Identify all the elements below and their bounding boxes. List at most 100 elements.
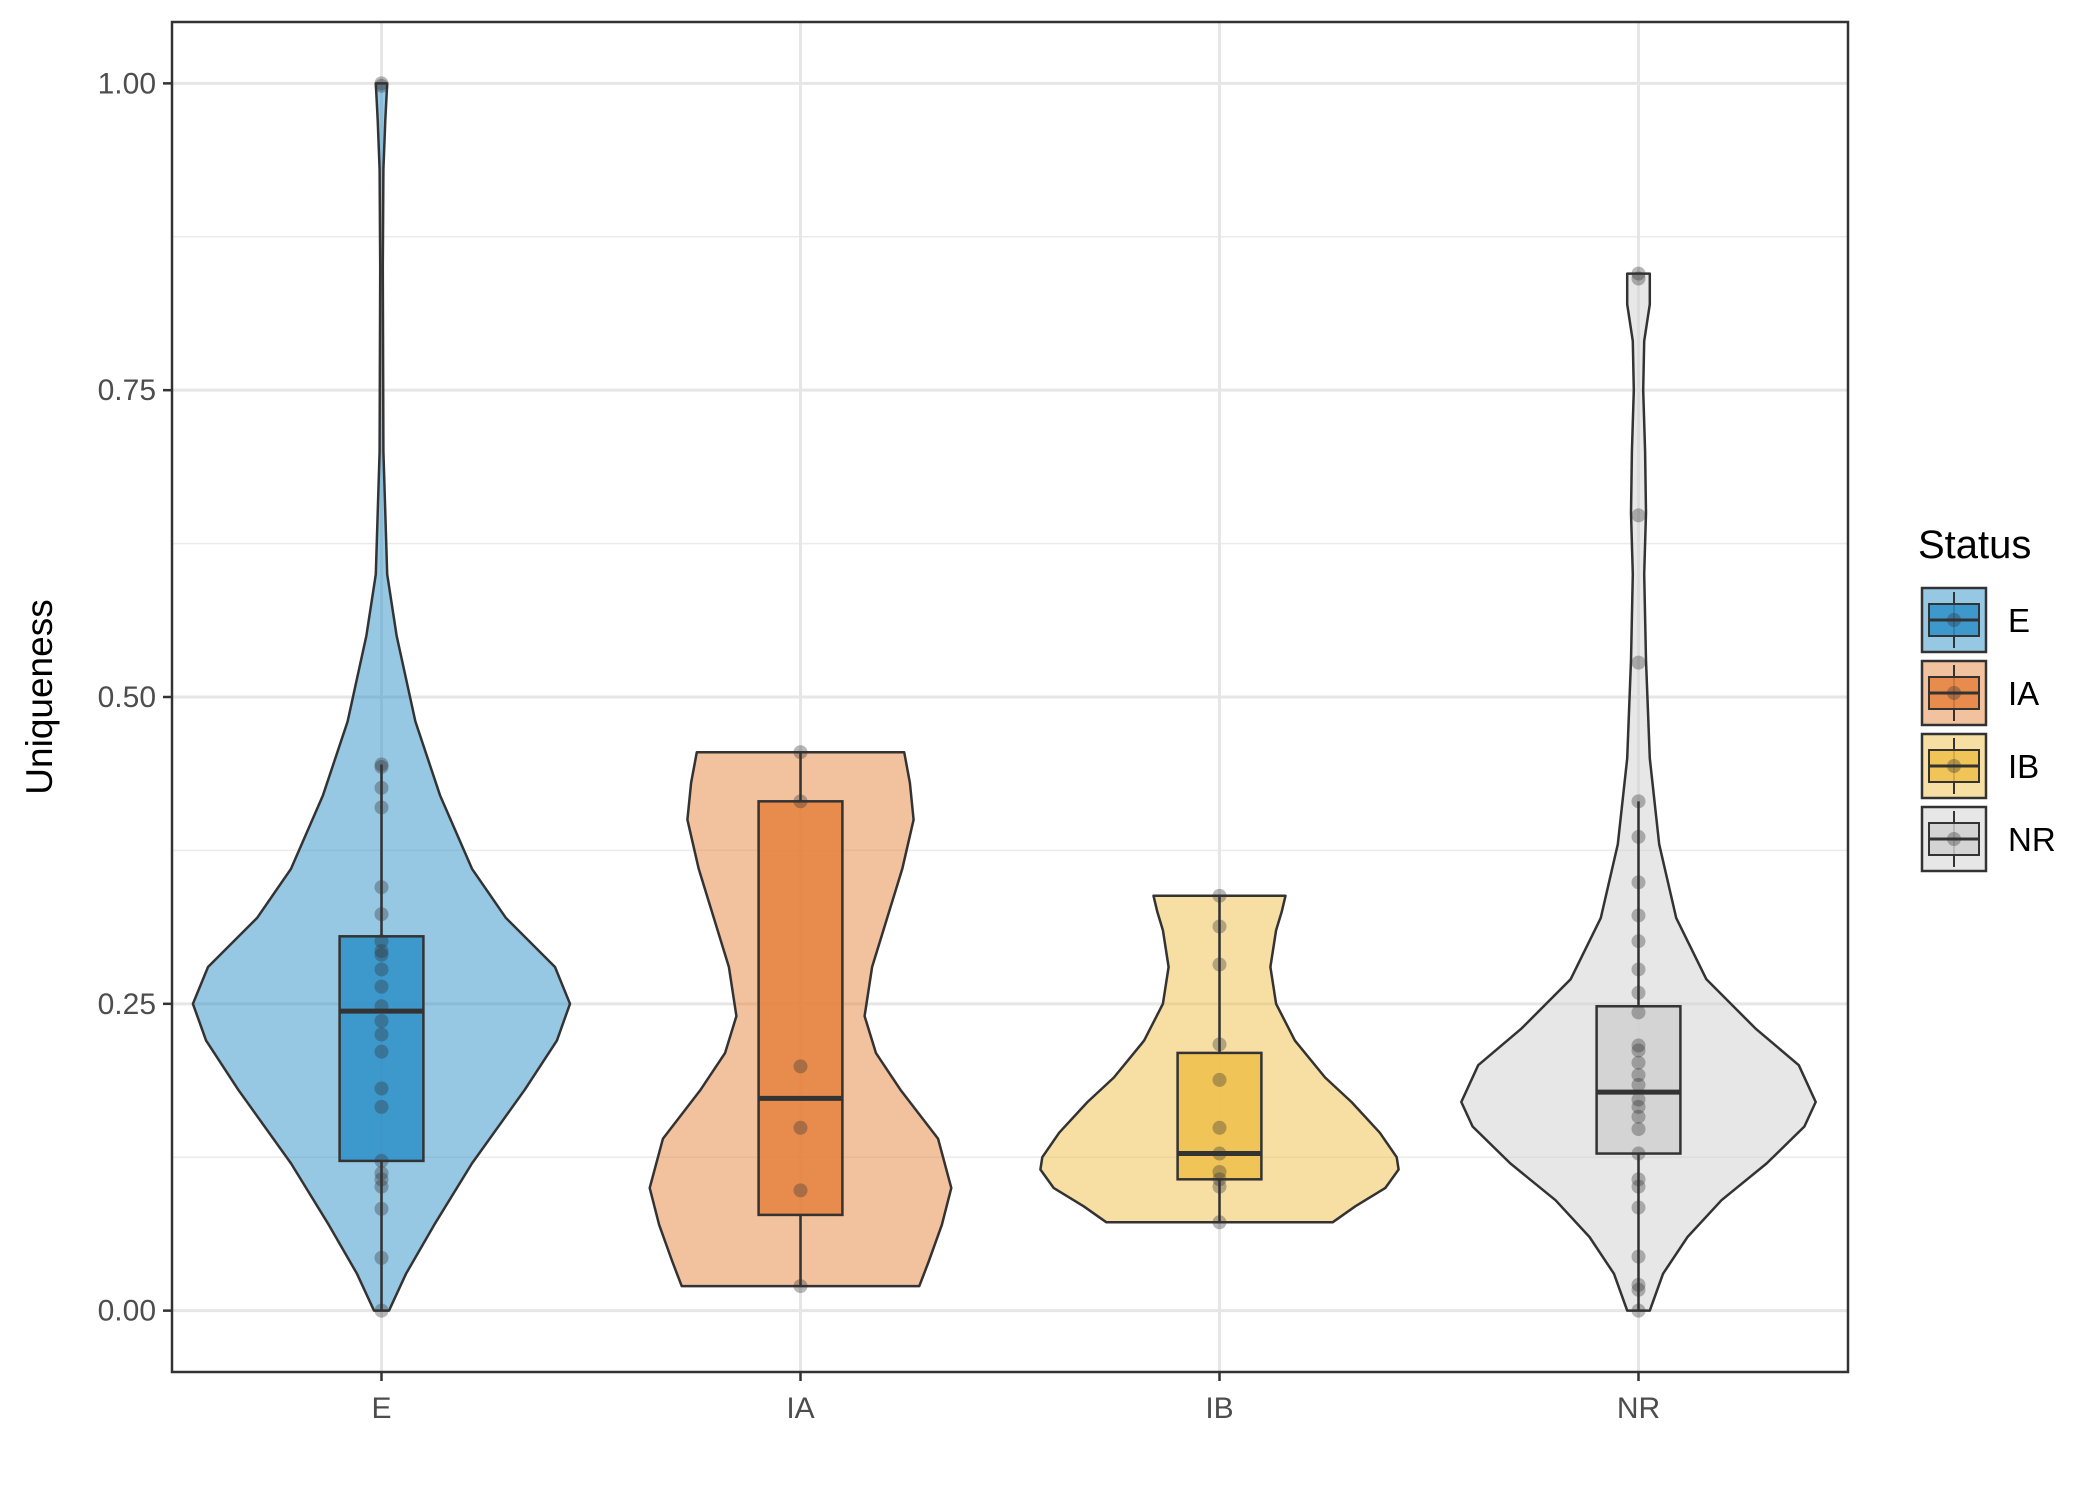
point-E [374,78,389,93]
point-NR [1631,1077,1646,1092]
point-NR [1631,934,1646,949]
point-E [374,962,389,977]
point-E [374,780,389,795]
point-E [374,1172,389,1187]
point-NR [1631,1092,1646,1107]
legend-key-point [1947,832,1961,846]
point-E [374,800,389,815]
point-E [374,1153,389,1168]
y-axis-title: Uniqueness [19,599,60,794]
point-NR [1631,508,1646,523]
point-IA [793,1059,808,1074]
legend-key-point [1947,613,1961,627]
point-E [374,944,389,959]
point-IA [793,1279,808,1294]
point-NR [1631,1055,1646,1070]
point-NR [1631,1179,1646,1194]
point-E [374,76,389,91]
y-tick-label: 0.50 [98,681,156,714]
point-E [374,880,389,895]
point-NR [1631,1005,1646,1020]
y-tick-label: 0.00 [98,1295,156,1328]
point-IB [1212,957,1227,972]
point-NR [1631,266,1646,281]
point-NR [1631,1172,1646,1187]
point-NR [1631,1249,1646,1264]
point-E [374,1044,389,1059]
point-E [374,907,389,922]
y-tick-label: 0.75 [98,374,156,407]
x-tick-label: E [371,1392,391,1425]
point-E [374,934,389,949]
point-IB [1212,1179,1227,1194]
point-E [374,759,389,774]
point-IB [1212,1164,1227,1179]
x-tick-label: NR [1617,1392,1660,1425]
point-NR [1631,1038,1646,1053]
point-NR [1631,962,1646,977]
axes: 0.00 0.25 0.50 0.75 1.00 E IA IB NR [98,67,1661,1425]
point-E [374,1201,389,1216]
point-IB [1212,1037,1227,1052]
point-E [374,1099,389,1114]
box-NR [1595,1005,1682,1155]
point-NR [1631,985,1646,1000]
point-E [374,1179,389,1194]
violins [191,82,1817,1312]
point-IB [1212,888,1227,903]
boxplots [338,752,1682,1311]
box-IB [1176,1051,1263,1181]
point-NR [1631,794,1646,809]
point-NR [1631,1068,1646,1082]
point-NR [1631,1277,1646,1292]
violin-NR [1460,272,1817,1312]
point-E [374,757,389,772]
point-NR [1631,1122,1646,1136]
point-NR [1631,271,1646,286]
legend-title: Status [1918,523,2031,567]
point-NR [1631,875,1646,890]
y-tick-label: 1.00 [98,67,156,100]
point-E [374,1014,389,1028]
box-E [338,935,425,1163]
point-E [374,947,389,962]
legend: Status E IA IB NR [1918,523,2056,873]
point-E [374,1027,389,1042]
point-E [374,1303,389,1318]
legend-label-IA: IA [2008,675,2039,712]
box-IA [757,800,844,1217]
point-IB [1212,1120,1227,1135]
point-NR [1631,1200,1646,1215]
point-IA [793,1183,808,1198]
point-NR [1631,1109,1646,1124]
x-tick-label: IA [786,1392,814,1425]
point-NR [1631,1303,1646,1318]
point-NR [1631,1099,1646,1114]
point-IB [1212,1172,1227,1187]
legend-label-E: E [2008,602,2030,639]
point-IA [793,1120,808,1135]
point-NR [1631,655,1646,670]
legend-label-IB: IB [2008,748,2039,785]
point-E [374,1166,389,1181]
point-E [374,1250,389,1265]
point-IA [793,745,808,760]
point-IB [1212,1215,1227,1230]
point-E [374,979,389,994]
legend-key-point [1947,686,1961,700]
point-E [374,999,389,1014]
x-tick-label: IB [1205,1392,1233,1425]
point-NR [1631,908,1646,923]
legend-key-point [1947,759,1961,773]
point-IA [793,794,808,809]
point-IB [1212,919,1227,934]
point-NR [1631,1282,1646,1297]
point-IB [1212,1072,1227,1087]
point-IB [1212,1146,1227,1161]
y-tick-label: 0.25 [98,988,156,1021]
data-points [374,76,1646,1318]
point-NR [1631,1146,1646,1161]
point-NR [1631,829,1646,844]
